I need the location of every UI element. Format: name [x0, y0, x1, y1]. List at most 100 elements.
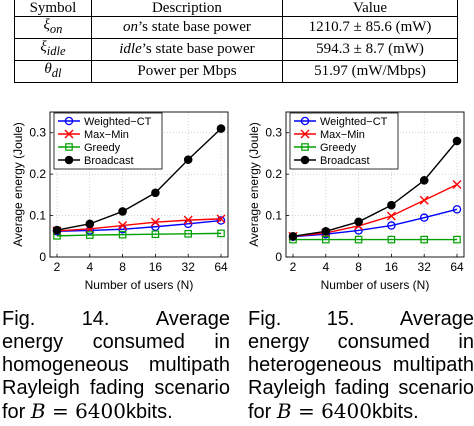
value-cell: 594.3 ± 8.7 (mW) [282, 38, 458, 61]
description-emph: idle [119, 41, 142, 57]
data-point-square [354, 235, 363, 244]
x-tick-label: 8 [119, 260, 126, 274]
data-point-filled-circle [64, 155, 74, 165]
legend-entry: Greedy [84, 142, 121, 154]
y-axis-label: Average energy (Joule) [247, 122, 261, 247]
x-tick-label: 64 [214, 260, 228, 274]
data-point-square [151, 230, 160, 239]
legend-entry: Max−Min [320, 129, 365, 141]
figure-14-chart: 2 4 8 16 32 64 0 0.1 0.2 0.3 Number of users (N) Av… [4, 104, 234, 304]
caption-fig-label: Fig. [248, 308, 282, 330]
caption-unit: kbits. [371, 401, 419, 423]
data-point-x [300, 129, 310, 139]
description-text: Power per Mbps [137, 63, 237, 79]
legend-entry: Broadcast [320, 155, 370, 167]
data-point-circle [300, 116, 310, 126]
grid-lines [50, 112, 228, 258]
data-point-square [118, 230, 127, 239]
symbol-glyph: θ [44, 61, 52, 77]
data-point-x [150, 217, 160, 227]
legend-entry: Weighted−CT [320, 116, 388, 128]
y-tick-label: 0 [39, 250, 46, 264]
data-point-square [301, 143, 309, 151]
x-tick-label: 4 [322, 260, 329, 274]
data-point-x [183, 215, 193, 225]
table-row: θdl Power per Mbps 51.97 (mW/Mbps) [14, 60, 458, 83]
y-tick-label: 0.2 [265, 167, 282, 181]
chart-14-svg: 2 4 8 16 32 64 0 0.1 0.2 0.3 Number of users (N) Av… [11, 111, 229, 292]
x-tick-label: 4 [86, 260, 93, 274]
data-point-filled-circle [387, 200, 396, 210]
caption-text: energy consumed in heterogeneous multipa… [248, 331, 474, 423]
data-point-circle [387, 221, 396, 230]
x-tick-label: 32 [182, 260, 196, 274]
data-point-square [387, 235, 396, 244]
legend-entry: Greedy [320, 142, 357, 154]
data-point-filled-circle [183, 155, 193, 164]
caption-fig-number: 14. [81, 308, 110, 330]
description-cell: idle’s state base power [90, 38, 284, 61]
parameter-table-grid: Symbol Description Value ξon on’s state … [14, 0, 458, 83]
symbol-cell: ξon [14, 16, 92, 39]
caption-first-line: Fig. 14. Average [2, 308, 230, 331]
data-point-filled-circle [354, 217, 363, 227]
caption-math-eq: = 6400 [45, 399, 126, 423]
data-point-square [85, 231, 94, 239]
header-description: Description [90, 0, 284, 17]
data-point-square [420, 235, 429, 244]
x-tick-label: 2 [54, 260, 61, 274]
x-axis-label: Number of users (N) [321, 278, 430, 292]
legend-entry: Broadcast [84, 155, 134, 167]
symbol-glyph: ξ [40, 39, 47, 55]
symbol-cell: ξidle [14, 38, 92, 61]
data-point-circle [419, 213, 429, 222]
data-point-square [65, 143, 73, 151]
caption-unit: kbits. [125, 401, 173, 423]
value-cell: 51.97 (mW/Mbps) [282, 60, 458, 83]
data-point-x [64, 129, 74, 139]
x-tick-label: 2 [290, 260, 297, 274]
plot-frame [285, 111, 465, 258]
description-text: ’s state base power [138, 19, 251, 35]
y-tick-label: 0.3 [265, 126, 282, 140]
data-point-filled-circle [85, 219, 95, 229]
data-point-x [118, 221, 128, 231]
y-tick-label: 0.1 [29, 209, 46, 223]
x-tick-label: 16 [149, 260, 163, 274]
series-max-min [52, 214, 226, 236]
data-point-circle [216, 216, 226, 225]
data-point-x [452, 180, 462, 189]
x-tick-label: 64 [450, 260, 464, 274]
data-point-filled-circle [216, 124, 226, 133]
description-cell: on’s state base power [90, 16, 284, 39]
caption-lead-word: Average [155, 308, 230, 330]
plot-frame [49, 111, 229, 258]
x-tick-label: 16 [385, 260, 399, 274]
data-point-filled-circle [300, 155, 310, 165]
table-row: ξon on’s state base power 1210.7 ± 85.6 … [14, 16, 458, 39]
data-point-x [419, 195, 429, 205]
description-cell: Power per Mbps [90, 60, 284, 83]
y-tick-label: 0.2 [29, 167, 46, 181]
symbol-subscript: on [49, 22, 63, 36]
table-header-row: Symbol Description Value [14, 0, 458, 17]
series-line [292, 183, 458, 237]
x-tick-label: 32 [418, 260, 432, 274]
series-line [56, 232, 222, 237]
symbol-cell: θdl [14, 60, 92, 83]
legend-entry: Max−Min [84, 129, 129, 141]
caption-text: energy consumed in homogeneous multipath… [2, 331, 230, 423]
series-greedy [289, 235, 461, 244]
data-point-circle [452, 205, 462, 214]
y-tick-label: 0 [275, 250, 282, 264]
series-line [56, 218, 222, 232]
caption-first-line: Fig. 15. Average [248, 308, 474, 331]
header-symbol: Symbol [14, 0, 92, 17]
value-cell: 1210.7 ± 85.6 (mW) [282, 16, 458, 39]
table-row: ξidle idle’s state base power 594.3 ± 8.… [14, 38, 458, 61]
description-text: ’s state base power [141, 41, 255, 57]
series-broadcast [288, 136, 462, 241]
caption-fig-number: 15. [326, 308, 355, 330]
data-point-filled-circle [452, 136, 462, 146]
